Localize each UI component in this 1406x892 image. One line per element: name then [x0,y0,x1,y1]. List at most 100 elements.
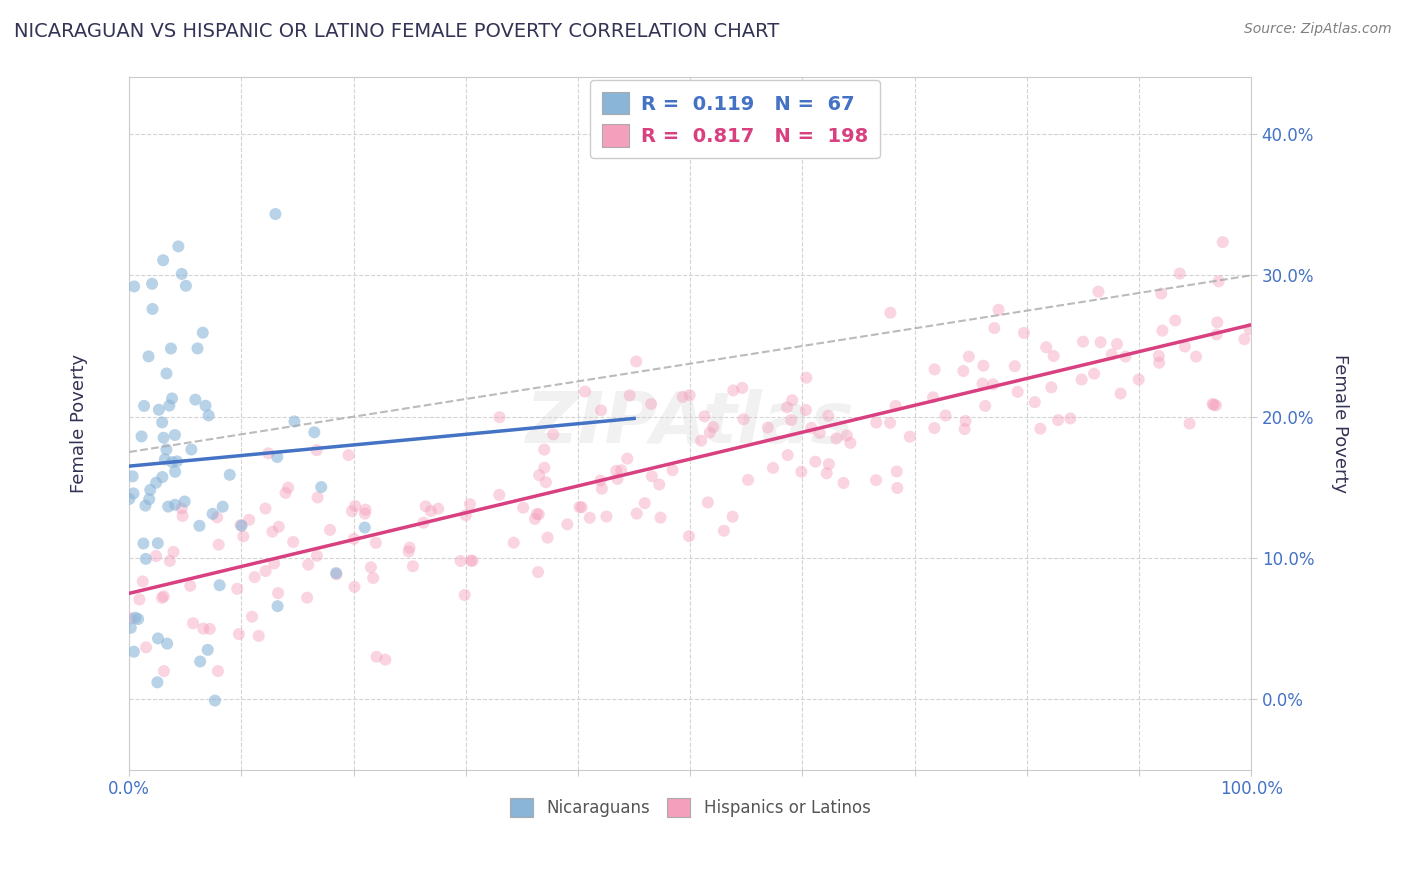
Point [344,499,367,513]
Point [541,427,564,442]
Point [128,592,150,607]
Point [832,475,855,490]
Point [1202,398,1225,412]
Point [148,402,170,417]
Point [340,504,363,518]
Point [211,500,233,514]
Point [1115,350,1137,364]
Point [135,552,157,566]
Point [1206,315,1229,329]
Point [122,279,145,293]
Point [731,381,754,395]
Legend: Nicaraguans, Hispanics or Latinos: Nicaraguans, Hispanics or Latinos [503,791,877,824]
Point [166,454,188,468]
Point [595,509,617,524]
Point [160,342,183,356]
Point [419,504,441,518]
Point [1040,380,1063,394]
Point [361,571,384,585]
Point [1147,349,1170,363]
Point [1185,350,1208,364]
Point [254,501,277,516]
Point [533,460,555,475]
Point [634,496,657,510]
Point [640,397,662,411]
Point [762,460,785,475]
Point [450,554,472,568]
Point [800,421,823,435]
Point [184,392,207,407]
Point [205,510,228,524]
Point [713,524,735,538]
Point [678,529,700,543]
Point [808,425,831,440]
Point [534,475,557,490]
Point [1201,397,1223,411]
Point [228,627,250,641]
Point [661,463,683,477]
Point [879,416,901,430]
Point [555,517,578,532]
Point [1128,372,1150,386]
Point [1059,411,1081,425]
Point [366,649,388,664]
Point [1208,274,1230,288]
Point [591,482,613,496]
Point [138,492,160,507]
Point [131,429,153,443]
Point [232,529,254,543]
Point [354,507,377,521]
Point [311,480,333,494]
Point [127,612,149,626]
Point [1147,356,1170,370]
Point [353,520,375,534]
Point [295,591,318,605]
Point [354,502,377,516]
Point [145,549,167,563]
Point [794,403,817,417]
Point [616,451,638,466]
Point [267,586,290,600]
Point [307,491,329,505]
Point [981,377,1004,392]
Point [297,558,319,572]
Point [886,481,908,495]
Point [1035,340,1057,354]
Point [488,488,510,502]
Point [402,559,425,574]
Point [721,509,744,524]
Point [1168,267,1191,281]
Point [172,508,194,523]
Point [191,326,214,340]
Point [427,501,450,516]
Point [1070,372,1092,386]
Point [1178,417,1201,431]
Point [374,653,396,667]
Text: Female Poverty: Female Poverty [70,354,87,493]
Point [1239,322,1261,336]
Point [263,557,285,571]
Point [818,457,841,471]
Point [305,443,328,458]
Point [150,416,173,430]
Point [208,538,231,552]
Point [243,570,266,584]
Point [1083,367,1105,381]
Point [737,473,759,487]
Point [138,350,160,364]
Point [231,518,253,533]
Point [262,524,284,539]
Point [398,544,420,558]
Point [139,483,162,497]
Point [1105,337,1128,351]
Point [790,465,813,479]
Point [536,531,558,545]
Point [267,520,290,534]
Point [207,664,229,678]
Point [1205,398,1227,412]
Point [804,455,827,469]
Point [454,588,477,602]
Point [254,564,277,578]
Point [568,500,591,514]
Point [526,507,548,521]
